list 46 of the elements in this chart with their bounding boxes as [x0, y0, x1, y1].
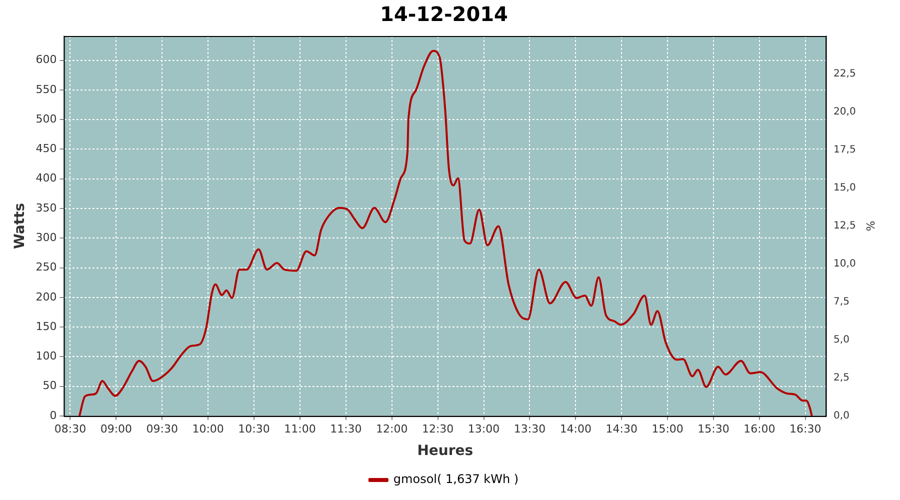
y2-tick-label: 17,5	[834, 144, 856, 156]
y2-tick-label: 20,0	[834, 106, 856, 118]
x-tick-label: 15:30	[698, 422, 730, 436]
y2-tick-label: 2,5	[834, 372, 850, 384]
legend-label: gmosol( 1,637 kWh )	[393, 472, 519, 486]
y-tick-label: 350	[36, 201, 57, 214]
x-tick-label: 09:00	[100, 422, 132, 436]
y-tick-label: 550	[36, 82, 57, 96]
y-axis-title: Watts	[12, 202, 28, 250]
x-tick-label: 12:30	[422, 422, 454, 436]
x-tick-label: 14:00	[560, 422, 592, 436]
x-tick-label: 11:30	[330, 422, 362, 436]
y-tick-label: 500	[36, 112, 57, 126]
y-tick-label: 0	[50, 408, 57, 422]
y2-tick-label: 0,0	[834, 410, 850, 422]
x-tick-label: 16:00	[744, 422, 776, 436]
y2-tick-label: 10,0	[834, 258, 856, 270]
y2-tick-label: 7,5	[834, 296, 850, 308]
y2-tick-label: 15,0	[834, 182, 856, 194]
y-tick-label: 450	[36, 142, 57, 156]
y2-axis-title: %	[864, 220, 877, 232]
y-tick-label: 150	[36, 320, 57, 333]
y2-tick-label: 22,5	[834, 68, 856, 80]
y-tick-label: 250	[36, 260, 57, 274]
y-tick-label: 50	[42, 379, 57, 392]
x-tick-label: 14:30	[606, 422, 638, 436]
x-tick-label: 11:00	[284, 422, 316, 436]
y-tick-label: 100	[36, 350, 57, 363]
y2-tick-label: 12,5	[834, 220, 856, 232]
y-tick-label: 300	[36, 231, 57, 244]
x-axis-title: Heures	[417, 443, 474, 460]
x-tick-label: 13:00	[468, 422, 500, 436]
y-tick-label: 200	[36, 290, 57, 304]
chart-title: 14-12-2014	[380, 2, 508, 26]
line-series	[78, 50, 813, 416]
x-tick-label: 16:30	[790, 422, 822, 436]
x-tick-label: 13:30	[514, 422, 546, 436]
x-tick-label: 10:30	[238, 422, 270, 436]
x-tick-label: 12:00	[376, 422, 408, 436]
x-tick-label: 15:00	[652, 422, 684, 436]
y-tick-label: 600	[36, 53, 57, 66]
x-tick-label: 09:30	[146, 422, 178, 436]
y-tick-label: 400	[36, 172, 57, 185]
x-tick-label: 08:30	[54, 422, 86, 436]
x-tick-label: 10:00	[192, 422, 224, 436]
y2-tick-label: 5,0	[834, 334, 850, 346]
